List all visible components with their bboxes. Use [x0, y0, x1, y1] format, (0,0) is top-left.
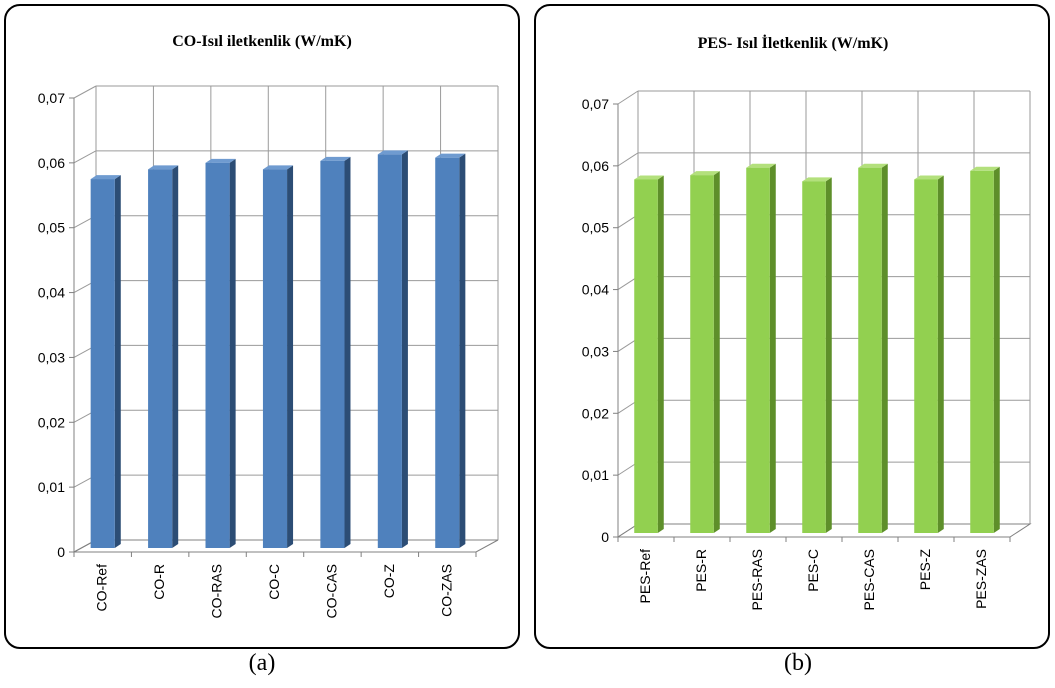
- chart-b-bar-4: [858, 167, 882, 533]
- chart-b-xtick-label-2: PES-RAS: [749, 549, 765, 610]
- chart-b-bar-top-1: [690, 171, 720, 176]
- chart-a-bar-side-5: [401, 150, 408, 548]
- chart-b-ytick-label: 0,01: [582, 467, 609, 483]
- chart-b-bar-side-4: [881, 163, 888, 533]
- chart-a-bar-2: [205, 162, 230, 548]
- chart-b-bar-side-0: [657, 175, 664, 534]
- chart-a-bar-0: [90, 179, 115, 549]
- chart-a-xtick-label-2: CO-RAS: [209, 564, 225, 618]
- chart-b-xtick-label-3: PES-C: [805, 549, 821, 592]
- chart-a-bar-top-1: [148, 165, 179, 170]
- chart-a-bar-top-4: [320, 156, 351, 161]
- chart-b-ytick-label: 0,04: [582, 282, 609, 298]
- chart-a-bar-top-6: [435, 153, 466, 158]
- chart-a-bar-side-0: [114, 175, 121, 549]
- chart-b-bar-top-6: [970, 166, 1000, 171]
- chart-a-grid-diag: [73, 150, 97, 164]
- chart-b-bar-side-1: [713, 171, 720, 533]
- chart-a-bar-top-5: [377, 150, 408, 155]
- chart-b: PES- Isıl İletkenlik (W/mK) 0 0,01 0,02 0,03…: [582, 33, 1032, 610]
- chart-a-bar-1: [148, 169, 173, 549]
- chart-a-title: CO-Isıl iletkenlik (W/mK): [172, 33, 352, 50]
- chart-b-ytick-label: 0,03: [582, 343, 609, 359]
- chart-a-xtick-label-0: CO-Ref: [94, 564, 110, 612]
- chart-b-bar-top-4: [858, 163, 888, 168]
- chart-a-ytick-label: 0,03: [38, 349, 65, 365]
- chart-a-ytick-label: 0,01: [38, 479, 65, 495]
- chart-b-ytick-label: 0: [601, 529, 609, 545]
- chart-b-ytick-label: 0,05: [582, 220, 609, 236]
- chart-a-bar-top-2: [205, 158, 236, 163]
- chart-a-ytick-label: 0,04: [38, 285, 65, 301]
- chart-a-bar-side-4: [344, 156, 351, 548]
- chart-a-bar-side-6: [459, 153, 466, 548]
- chart-a-ytick-label: 0,05: [38, 220, 65, 236]
- chart-b-bar-5: [914, 179, 938, 534]
- chart-b-bar-top-0: [634, 175, 664, 180]
- caption-a: (a): [248, 650, 276, 676]
- chart-b-xtick-label-1: PES-R: [693, 549, 709, 592]
- chart-b-bar-top-2: [746, 163, 776, 168]
- chart-b-ytick-label: 0,07: [582, 96, 609, 112]
- chart-a-bar-side-2: [229, 158, 236, 548]
- chart-a-bar-3: [262, 169, 288, 549]
- chart-panel-b: PES- Isıl İletkenlik (W/mK) 0 0,01 0,02 0,03…: [534, 4, 1050, 649]
- chart-a: CO-Isıl iletkenlik (W/mK) 0 0,01 0,02 0,03 0,…: [38, 33, 499, 618]
- chart-a-xtick-label-1: CO-R: [151, 564, 167, 600]
- chart-b-ytick-label: 0,06: [582, 158, 609, 174]
- chart-b-bar-side-3: [825, 177, 832, 534]
- chart-a-bar-top-0: [90, 175, 121, 180]
- chart-a-xtick-label-3: CO-C: [266, 564, 282, 600]
- chart-a-ytick-label: 0,06: [38, 155, 65, 171]
- chart-a-bar-4: [320, 160, 345, 548]
- chart-b-grid-diag: [617, 90, 639, 105]
- chart-b-bar-side-6: [993, 166, 1000, 533]
- chart-b-floor: [616, 523, 1032, 538]
- chart-b-xtick-label-5: PES-Z: [917, 549, 933, 591]
- chart-a-floor: [73, 539, 499, 553]
- caption-b: (b): [784, 650, 812, 676]
- chart-a-xtick-label-5: CO-Z: [381, 564, 397, 599]
- chart-b-xtick-label-6: PES-ZAS: [973, 549, 989, 609]
- chart-b-grid-diag: [617, 152, 639, 167]
- chart-a-bar-side-3: [287, 165, 294, 549]
- chart-b-xtick-label-4: PES-CAS: [861, 549, 877, 610]
- chart-b-bar-2: [746, 167, 770, 533]
- chart-b-bar-side-5: [937, 175, 944, 534]
- chart-b-bar-6: [970, 170, 994, 533]
- chart-a-ytick-label: 0: [57, 544, 65, 560]
- chart-b-bar-top-3: [802, 177, 832, 182]
- chart-a-bar-top-3: [262, 165, 294, 170]
- chart-b-title: PES- Isıl İletkenlik (W/mK): [698, 33, 889, 52]
- chart-b-bar-1: [690, 175, 714, 533]
- chart-a-ytick-label: 0,02: [38, 414, 65, 430]
- chart-a-bar-6: [435, 157, 460, 548]
- chart-a-xtick-label-4: CO-CAS: [323, 564, 339, 618]
- chart-a-grid-diag: [73, 85, 97, 99]
- chart-b-ytick-label: 0,02: [582, 405, 609, 421]
- chart-a-ytick-label: 0,07: [38, 90, 65, 106]
- chart-panel-a: CO-Isıl iletkenlik (W/mK) 0 0,01 0,02 0,03 0,…: [4, 4, 520, 649]
- chart-b-bar-0: [634, 179, 658, 534]
- chart-b-bar-top-5: [914, 175, 944, 180]
- chart-a-bar-5: [377, 154, 402, 548]
- chart-b-xtick-label-0: PES-Ref: [637, 549, 653, 604]
- chart-a-bar-side-1: [172, 165, 179, 549]
- chart-a-xtick-label-6: CO-ZAS: [438, 564, 454, 617]
- chart-b-bar-3: [802, 181, 826, 534]
- chart-b-bar-side-2: [769, 163, 776, 533]
